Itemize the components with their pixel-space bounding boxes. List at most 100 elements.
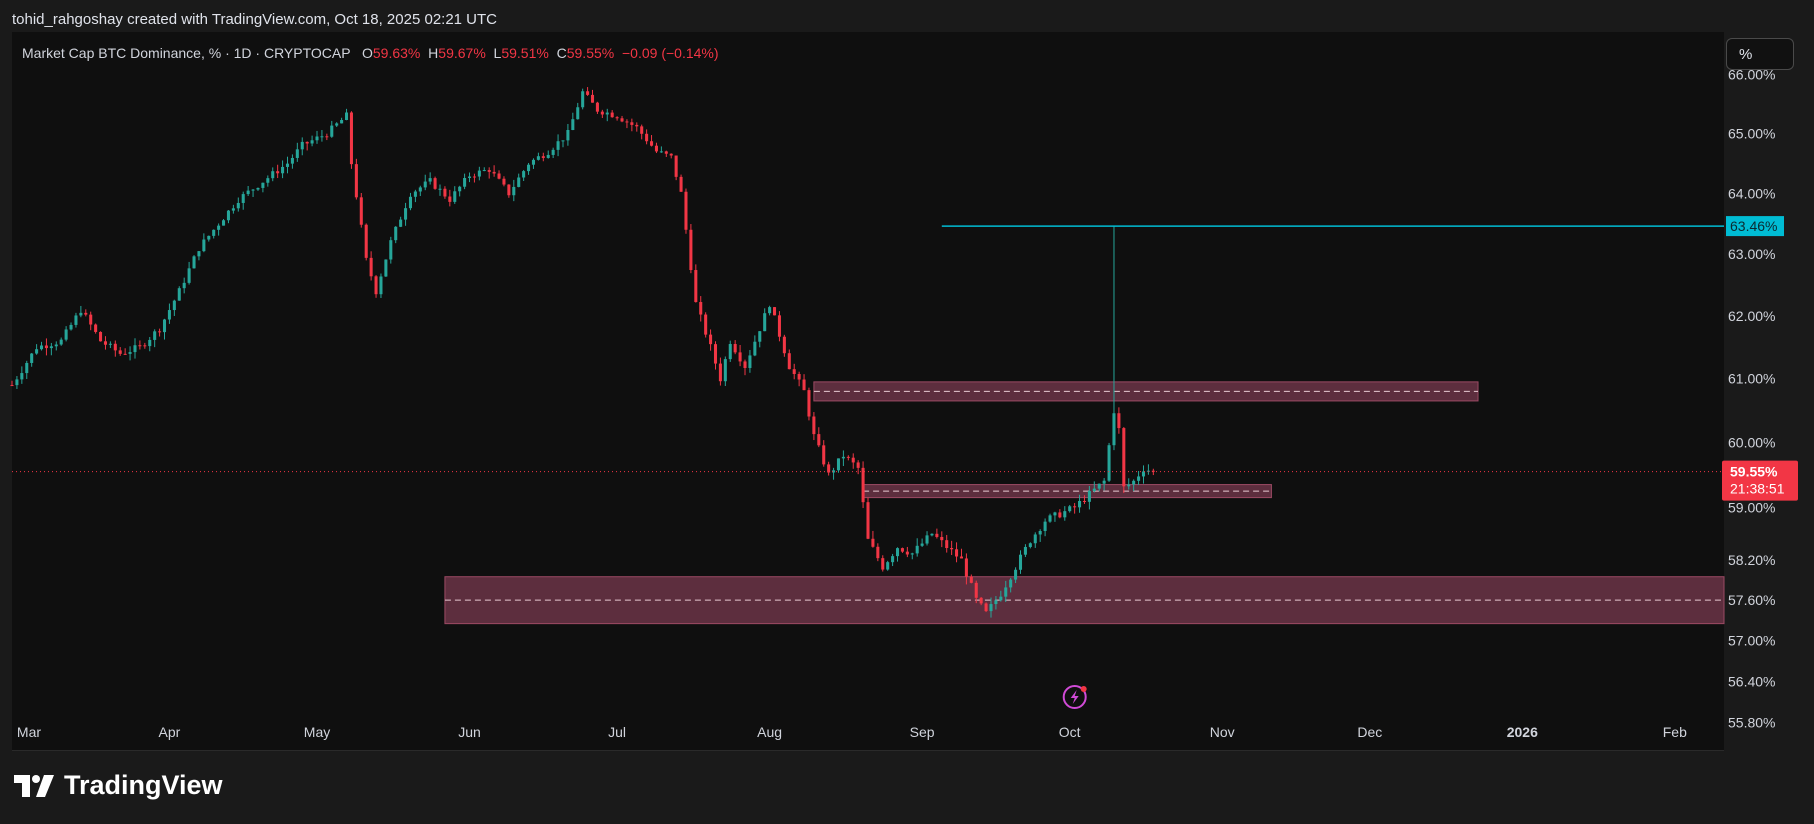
candle-body — [817, 434, 821, 446]
candle-body — [153, 331, 157, 340]
y-tick-label: 55.80% — [1728, 715, 1775, 731]
brand-name: TradingView — [64, 770, 223, 800]
hline-price-label: 63.46% — [1730, 218, 1777, 234]
candle-body — [202, 239, 206, 252]
candle-body — [856, 462, 860, 468]
candle-body — [79, 312, 83, 316]
candle-body — [39, 345, 44, 350]
candle-body — [979, 597, 983, 604]
candle-body — [576, 107, 580, 120]
candle-body — [517, 177, 521, 187]
candle-body — [94, 324, 98, 332]
tradingview-brand: TradingView — [14, 770, 223, 801]
candle-body — [861, 467, 865, 503]
candle-body — [876, 546, 880, 559]
candle-body — [295, 149, 299, 158]
candle-body — [945, 540, 949, 549]
candle-body — [222, 220, 226, 226]
candle-body — [477, 170, 481, 177]
candle-body — [192, 256, 196, 269]
candle-body — [276, 171, 280, 174]
x-tick-label: Aug — [757, 724, 782, 740]
x-tick-label: Jun — [458, 724, 481, 740]
candle-body — [64, 329, 68, 340]
candle-body — [1087, 490, 1091, 502]
candle-body — [453, 191, 457, 202]
candle-body — [959, 556, 963, 559]
candle-body — [108, 343, 112, 345]
candle-body — [920, 543, 924, 546]
candle-body — [54, 344, 58, 347]
candle-body — [566, 130, 570, 141]
candle-body — [910, 553, 914, 555]
candle-body — [25, 362, 29, 374]
candle-body — [1053, 512, 1057, 516]
candle-body — [984, 603, 988, 612]
candle-body — [782, 336, 786, 354]
candle-body — [354, 164, 358, 198]
attribution-text: tohid_rahgoshay created with TradingView… — [12, 11, 498, 28]
candle-body — [684, 191, 688, 230]
legend-open: 59.63% — [372, 45, 421, 61]
candle-body — [640, 126, 644, 134]
candle-body — [315, 136, 319, 141]
legend-open-label: O — [362, 45, 373, 61]
candle-body — [1097, 483, 1101, 489]
candle-body — [384, 259, 388, 277]
candle-body — [605, 112, 609, 115]
candle-body — [974, 582, 978, 598]
candle-body — [1009, 579, 1013, 588]
percent-scale-button[interactable]: % — [1726, 38, 1794, 70]
candle-body — [143, 345, 147, 347]
candle-body — [458, 186, 462, 192]
legend-low: 59.51% — [501, 45, 549, 61]
candle-body — [113, 343, 117, 351]
candle-body — [630, 122, 634, 125]
candle-body — [1102, 480, 1106, 484]
candle-body — [266, 178, 270, 183]
candle-body — [207, 235, 211, 240]
y-tick-label: 64.00% — [1728, 185, 1775, 201]
x-tick-label: Jul — [608, 724, 626, 740]
candle-body — [895, 548, 900, 557]
x-tick-label: Feb — [1663, 724, 1687, 740]
candle-body — [709, 334, 713, 345]
candle-body — [1151, 470, 1155, 472]
candle-body — [1048, 515, 1052, 522]
candle-body — [600, 111, 604, 115]
candle-body — [394, 226, 398, 241]
candle-body — [964, 558, 968, 577]
candle-body — [610, 112, 614, 118]
candle-body — [359, 197, 363, 225]
candle-body — [1073, 506, 1077, 508]
candle-body — [669, 153, 673, 156]
legend-close-label: C — [556, 45, 567, 61]
candle-body — [527, 164, 531, 172]
y-tick-label: 60.00% — [1728, 435, 1775, 451]
candle-body — [704, 314, 708, 335]
candle-body — [1028, 543, 1032, 547]
y-tick-label: 58.20% — [1728, 552, 1775, 568]
candle-body — [281, 166, 285, 174]
candle-body — [1141, 471, 1146, 477]
candle-body — [123, 353, 127, 355]
candle-body — [217, 225, 221, 230]
x-tick-label: Dec — [1357, 724, 1382, 740]
candle-body — [374, 276, 378, 295]
candle-body — [236, 202, 240, 209]
candle-body — [812, 416, 816, 435]
y-tick-label: 59.00% — [1728, 499, 1775, 515]
y-tick-label: 61.00% — [1728, 371, 1775, 387]
candle-body — [30, 353, 34, 363]
legend-close: 59.55% — [566, 45, 615, 61]
candle-body — [128, 352, 132, 354]
candle-body — [659, 151, 663, 153]
candle-body — [763, 313, 767, 332]
candle-body — [310, 140, 314, 144]
legend-low-label: L — [493, 45, 502, 61]
candle-body — [905, 551, 909, 555]
lightning-bolt-icon — [1070, 690, 1079, 704]
candle-body — [404, 208, 408, 220]
candle-body — [69, 324, 73, 330]
